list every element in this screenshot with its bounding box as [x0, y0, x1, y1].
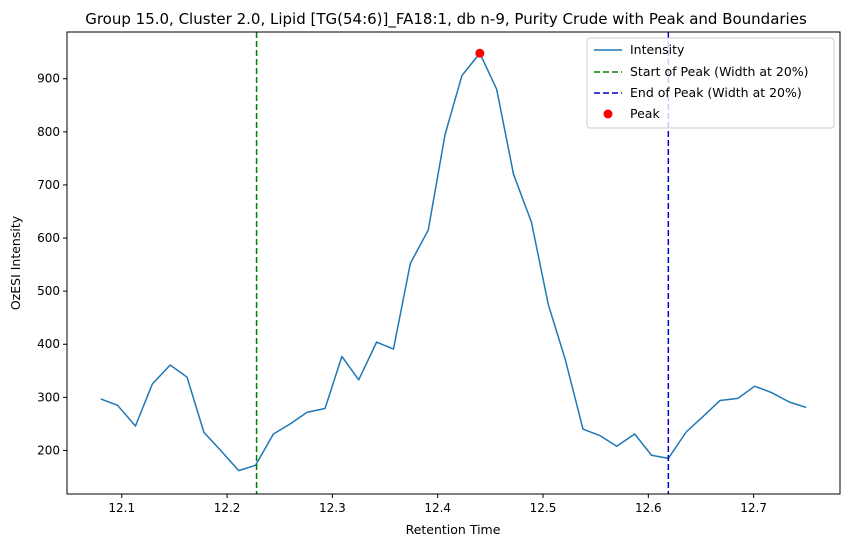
legend: Intensity Start of Peak (Width at 20%) E…: [586, 37, 835, 129]
legend-swatch-peak: [603, 109, 613, 119]
y-tick-label: 600: [37, 231, 60, 245]
x-tick-label: 12.4: [424, 501, 451, 515]
y-axis: 200 300 400 500 600 700 800 900: [37, 72, 67, 457]
x-axis-label: Retention Time: [406, 522, 501, 537]
x-tick-label: 12.2: [214, 501, 241, 515]
y-tick-label: 500: [37, 284, 60, 298]
y-tick-label: 300: [37, 390, 60, 404]
y-tick-label: 700: [37, 178, 60, 192]
x-tick-label: 12.7: [740, 501, 767, 515]
x-tick-label: 12.1: [108, 501, 135, 515]
legend-label-intensity: Intensity: [630, 42, 685, 57]
plot-frame: [66, 31, 841, 495]
chart-title: Group 15.0, Cluster 2.0, Lipid [TG(54:6)…: [85, 10, 807, 29]
x-tick-label: 12.6: [635, 501, 662, 515]
legend-label-start-peak: Start of Peak (Width at 20%): [630, 64, 809, 79]
y-tick-label: 200: [37, 443, 60, 457]
legend-box: [586, 37, 835, 129]
intensity-series-line: [100, 52, 807, 472]
peak-marker: [475, 48, 485, 58]
x-tick-label: 12.3: [319, 501, 346, 515]
x-tick-label: 12.5: [530, 501, 557, 515]
y-tick-label: 400: [37, 337, 60, 351]
y-tick-label: 800: [37, 125, 60, 139]
x-axis: 12.1 12.2 12.3 12.4 12.5 12.6 12.7: [108, 494, 767, 515]
legend-label-end-peak: End of Peak (Width at 20%): [630, 85, 802, 100]
y-tick-label: 900: [37, 72, 60, 86]
y-axis-label: OzESI Intensity: [8, 215, 23, 310]
legend-label-peak: Peak: [630, 106, 660, 121]
